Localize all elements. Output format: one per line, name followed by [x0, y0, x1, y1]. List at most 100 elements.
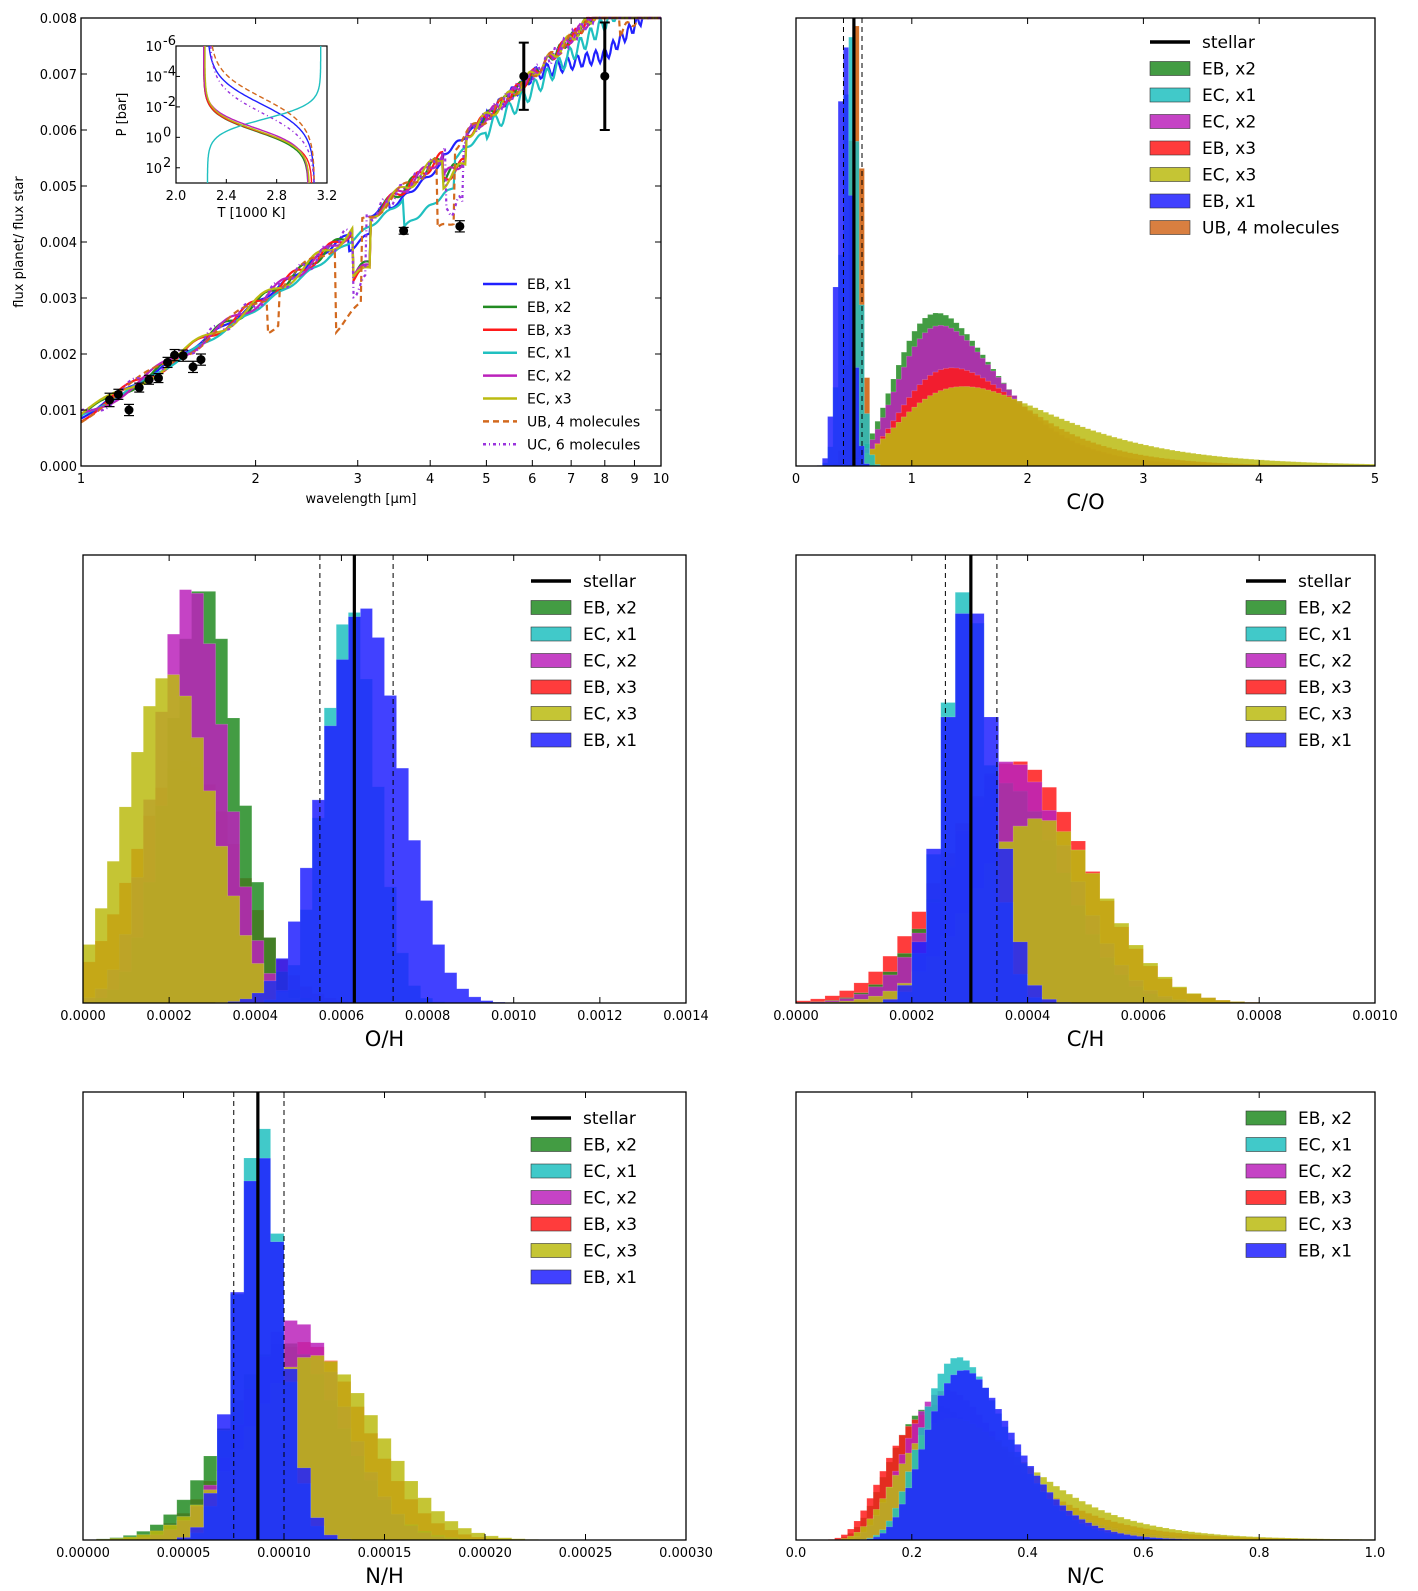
x-tick-label: 6 — [528, 472, 536, 487]
y-tick-label: 0.008 — [40, 12, 77, 27]
legend-swatch — [1149, 61, 1191, 76]
legend-label: EB, x2 — [583, 1136, 637, 1156]
spectrum-panel: 1 2 3 4 5 6 7 8 9 10 0.000 0.001 0.002 0.003 0.004 0.00… — [12, 12, 669, 507]
inset-y-tick-exponent: 2 — [163, 156, 171, 171]
nh-histogram-panel: 0.00000 0.00005 0.00010 0.00015 0.00020 0.000… — [56, 1091, 713, 1588]
legend-swatch — [1245, 1137, 1287, 1152]
nc-histogram-panel: 0.0 0.2 0.4 0.6 0.8 1.0 N/C EB, x2 EC, x1 EC, x2 E… — [786, 1091, 1385, 1588]
x-axis-label: N/H — [365, 1564, 404, 1588]
x-tick-label: 0.0004 — [1005, 1009, 1051, 1024]
legend-swatch — [530, 1190, 572, 1205]
legend-label: EC, x2 — [583, 652, 637, 672]
x-tick-label: 0.00020 — [458, 1546, 512, 1561]
x-tick-label: 3 — [1139, 472, 1147, 487]
x-tick-label: 0.4 — [1017, 1546, 1038, 1561]
legend-label: EC, x1 — [583, 1162, 637, 1182]
co-histogram-panel: 0 1 2 3 4 5 C/O stellar EB, x2 EC, x1 EC, x2 EB, x3… — [792, 17, 1379, 514]
hist-ec-x1 — [796, 36, 1375, 467]
x-tick-label: 0.0012 — [577, 1009, 623, 1024]
observation-point — [153, 373, 163, 383]
legend-swatch — [530, 600, 572, 615]
legend-label: EC, x2 — [1202, 113, 1256, 133]
legend-label: stellar — [1202, 33, 1255, 53]
hist-ec-x3 — [82, 1355, 686, 1541]
legend-swatch — [1245, 653, 1287, 668]
hist-ec-x3 — [796, 386, 1376, 467]
legend-label: EB, x1 — [1298, 1242, 1352, 1262]
x-tick-label: 5 — [482, 472, 490, 487]
hist-ub — [796, 25, 1376, 467]
legend-label: EB, x3 — [1202, 139, 1256, 159]
observation-point — [163, 357, 173, 367]
legend-swatch — [530, 1243, 572, 1258]
inset-x-tick-label: 2.0 — [166, 189, 187, 204]
legend-swatch — [530, 1137, 572, 1152]
legend-label: stellar — [1298, 572, 1351, 592]
inset-y-label: P [bar] — [115, 93, 130, 137]
inset-y-tick-exponent: -6 — [163, 34, 176, 49]
legend-label: UB, 4 molecules — [527, 414, 640, 430]
legend-label: EC, x2 — [1298, 1162, 1352, 1182]
legend-label: EC, x2 — [1298, 652, 1352, 672]
y-tick-label: 0.006 — [40, 124, 77, 139]
x-tick-label: 0.00010 — [257, 1546, 311, 1561]
inset-y-tick-exponent: -2 — [163, 95, 176, 110]
inset-profile — [210, 46, 315, 184]
x-tick-label: 0.8 — [1249, 1546, 1270, 1561]
legend-label: EB, x3 — [527, 323, 572, 339]
axes-frame — [82, 554, 687, 1004]
observation-point — [188, 362, 198, 372]
legend-swatch — [530, 1216, 572, 1232]
x-tick-label: 0.0002 — [889, 1009, 935, 1024]
y-tick-label: 0.007 — [40, 68, 77, 83]
inset-y-tick-label: 10 — [145, 101, 162, 116]
x-tick-label: 3 — [354, 472, 362, 487]
legend-label: EB, x3 — [583, 678, 637, 698]
observation-point — [178, 351, 188, 361]
x-tick-label: 0.0000 — [60, 1009, 106, 1024]
legend-label: EC, x2 — [527, 369, 572, 385]
legend-label: EC, x1 — [583, 625, 637, 645]
legend-swatch — [1245, 626, 1287, 642]
x-tick-label: 0.00000 — [56, 1546, 110, 1561]
x-tick-label: 0.0010 — [1352, 1009, 1398, 1024]
legend-label: stellar — [583, 572, 636, 592]
inset-y-tick-exponent: 0 — [163, 125, 171, 140]
legend-swatch — [530, 626, 572, 642]
x-tick-label: 0.0008 — [1236, 1009, 1282, 1024]
y-tick-label: 0.001 — [40, 404, 77, 419]
axes-frame — [795, 17, 1376, 467]
legend-swatch — [1149, 193, 1191, 209]
observation-point — [124, 405, 134, 415]
legend-swatch — [1245, 1190, 1287, 1205]
legend-swatch — [1245, 1163, 1287, 1179]
x-tick-label: 4 — [1255, 472, 1263, 487]
oh-histogram-panel: 0.0000 0.0002 0.0004 0.0006 0.0008 0.0010 0.00… — [60, 554, 709, 1051]
observation-point — [144, 375, 154, 385]
y-tick-label: 0.002 — [40, 348, 77, 363]
x-tick-label: 2 — [251, 472, 259, 487]
x-axis-label: wavelength [μm] — [306, 492, 417, 507]
observation-point — [196, 355, 206, 365]
series-line-uc — [80, 16, 661, 412]
legend-swatch — [1245, 1243, 1287, 1258]
legend-label: EB, x1 — [1202, 192, 1256, 212]
x-tick-label: 7 — [567, 472, 575, 487]
legend-label: stellar — [583, 1109, 636, 1129]
legend-label: EB, x2 — [583, 599, 637, 619]
inset-profile — [206, 46, 322, 183]
legend-label: EC, x3 — [583, 705, 637, 725]
observation-point — [600, 71, 610, 81]
x-tick-label: 0.00005 — [157, 1546, 211, 1561]
inset-y-tick-label: 10 — [145, 131, 162, 146]
x-tick-label: 0.0010 — [491, 1009, 537, 1024]
legend-swatch — [530, 732, 572, 748]
observation-point — [113, 389, 123, 399]
x-tick-label: 0.00030 — [659, 1546, 713, 1561]
legend-label: EC, x3 — [1202, 166, 1256, 186]
legend-label: EB, x2 — [1202, 60, 1256, 80]
legend-swatch — [530, 1269, 572, 1285]
x-tick-label: 10 — [653, 472, 670, 487]
inset-frame — [175, 45, 328, 184]
